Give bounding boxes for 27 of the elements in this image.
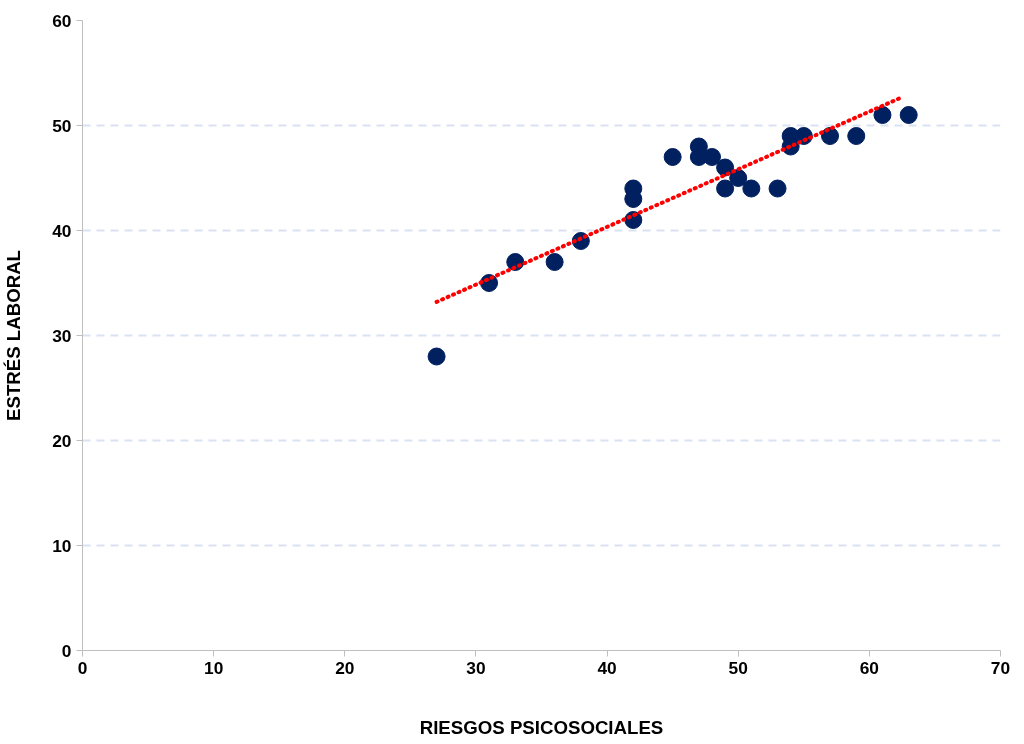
- x-tick-label: 20: [335, 657, 355, 678]
- y-tick-label: 20: [52, 430, 72, 451]
- x-tick-label: 0: [77, 657, 88, 678]
- point: [873, 106, 892, 124]
- point: [847, 127, 866, 145]
- x-tick-label: 10: [204, 657, 224, 678]
- x-axis-title: RIESGOS PSICOSOCIALES: [419, 716, 664, 738]
- x-tick-label: 60: [859, 657, 879, 678]
- point: [729, 169, 748, 187]
- x-tick-label: 30: [466, 657, 486, 678]
- y-tick-label: 50: [52, 115, 72, 136]
- point: [742, 179, 761, 198]
- y-tick-label: 60: [52, 10, 72, 31]
- point: [427, 347, 446, 366]
- point: [768, 179, 787, 198]
- y-tick-label: 10: [52, 535, 72, 556]
- x-tick-label: 50: [728, 657, 748, 678]
- point: [716, 179, 735, 198]
- point: [899, 106, 918, 124]
- y-tick-label: 0: [61, 640, 72, 661]
- x-tick-label: 40: [597, 657, 617, 678]
- x-tick-label: 70: [990, 657, 1011, 678]
- y-tick-label: 40: [52, 220, 72, 241]
- y-tick-label: 30: [52, 325, 72, 346]
- point: [545, 253, 564, 271]
- y-axis-title: ESTRÉS LABORAL: [3, 249, 25, 422]
- point: [663, 148, 682, 166]
